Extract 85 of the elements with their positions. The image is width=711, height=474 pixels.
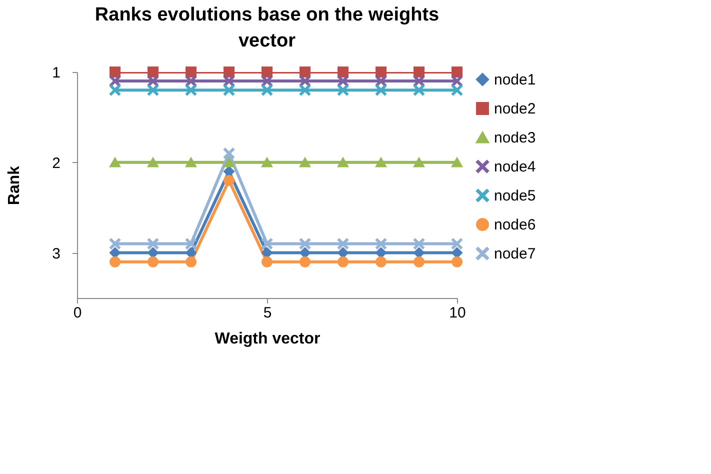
- y-axis-title: Rank: [6, 166, 24, 206]
- x-tick-label: 5: [263, 304, 272, 322]
- point: [300, 158, 310, 168]
- y-tick-label: 1: [52, 64, 60, 82]
- point: [262, 238, 272, 250]
- point: [414, 256, 424, 268]
- point: [338, 76, 348, 87]
- point: [452, 158, 462, 168]
- point: [262, 76, 272, 87]
- legend-label: node7: [494, 246, 536, 262]
- point: [224, 76, 234, 87]
- legend-label: node1: [494, 72, 536, 88]
- point: [414, 158, 424, 168]
- point: [186, 247, 196, 258]
- point: [186, 66, 196, 78]
- point: [338, 256, 348, 268]
- point: [300, 247, 310, 258]
- y-tick-label: 3: [52, 245, 60, 262]
- point: [414, 247, 424, 258]
- point: [376, 66, 386, 78]
- legend-label: node5: [494, 188, 536, 204]
- x-axis-title: Weigth vector: [214, 330, 320, 348]
- point: [300, 76, 310, 87]
- point: [300, 256, 310, 268]
- point: [338, 158, 348, 168]
- point: [148, 238, 158, 250]
- point: [148, 247, 158, 258]
- point: [262, 84, 272, 96]
- point: [452, 238, 462, 250]
- x-tick-label: 0: [73, 304, 82, 322]
- point: [376, 247, 386, 258]
- point: [414, 66, 424, 78]
- point: [148, 84, 158, 96]
- point: [300, 66, 310, 78]
- point: [224, 66, 234, 78]
- point: [224, 148, 234, 159]
- point: [262, 256, 272, 268]
- point: [338, 84, 348, 96]
- legend-label: node2: [494, 100, 536, 118]
- point: [338, 238, 348, 250]
- point: [186, 158, 196, 168]
- legend-label: node3: [494, 130, 536, 146]
- point: [414, 76, 424, 87]
- y-tick-label: 2: [52, 154, 60, 172]
- legend-label: node4: [494, 158, 536, 176]
- point: [452, 66, 462, 78]
- point: [376, 84, 386, 96]
- chart-title: Ranks evolutions base on the weights vector: [94, 4, 440, 52]
- point: [110, 238, 120, 250]
- point: [224, 174, 234, 186]
- point: [148, 158, 158, 168]
- point: [376, 158, 386, 168]
- point: [148, 76, 158, 87]
- point: [376, 76, 386, 87]
- point: [262, 158, 272, 168]
- point: [338, 66, 348, 78]
- point: [186, 256, 196, 268]
- point: [148, 256, 158, 268]
- point: [300, 84, 310, 96]
- point: [262, 66, 272, 78]
- point: [414, 84, 424, 96]
- x-tick-label: 10: [449, 304, 466, 322]
- point: [186, 76, 196, 87]
- point: [452, 247, 462, 258]
- point: [414, 238, 424, 250]
- point: [452, 256, 462, 268]
- point: [110, 76, 120, 87]
- point: [452, 76, 462, 87]
- legend-label: node6: [494, 216, 536, 234]
- point: [110, 84, 120, 96]
- point: [452, 84, 462, 96]
- point: [186, 84, 196, 96]
- point: [186, 238, 196, 250]
- point: [110, 158, 120, 168]
- point: [110, 66, 120, 78]
- point: [376, 238, 386, 250]
- point: [224, 158, 234, 168]
- point: [262, 247, 272, 258]
- point: [110, 247, 120, 258]
- point: [110, 256, 120, 268]
- point: [376, 256, 386, 268]
- point: [148, 66, 158, 78]
- point: [224, 84, 234, 96]
- point: [338, 247, 348, 258]
- point: [300, 238, 310, 250]
